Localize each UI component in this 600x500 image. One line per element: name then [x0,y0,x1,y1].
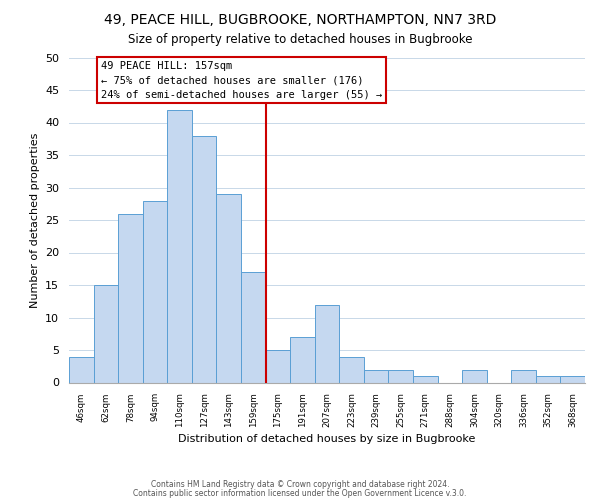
Bar [388,370,413,382]
Bar [69,356,94,382]
Y-axis label: Number of detached properties: Number of detached properties [29,132,40,308]
Bar [167,110,192,382]
Text: Contains public sector information licensed under the Open Government Licence v.: Contains public sector information licen… [133,488,467,498]
Bar [192,136,217,382]
Bar [217,194,241,382]
Bar [462,370,487,382]
Text: Size of property relative to detached houses in Bugbrooke: Size of property relative to detached ho… [128,32,472,46]
Bar [560,376,585,382]
Bar [511,370,536,382]
Text: 49, PEACE HILL, BUGBROOKE, NORTHAMPTON, NN7 3RD: 49, PEACE HILL, BUGBROOKE, NORTHAMPTON, … [104,12,496,26]
Bar [290,337,315,382]
Text: 49 PEACE HILL: 157sqm
← 75% of detached houses are smaller (176)
24% of semi-det: 49 PEACE HILL: 157sqm ← 75% of detached … [101,60,382,100]
Bar [364,370,388,382]
Bar [413,376,437,382]
Text: Contains HM Land Registry data © Crown copyright and database right 2024.: Contains HM Land Registry data © Crown c… [151,480,449,489]
Bar [241,272,266,382]
Bar [266,350,290,382]
Bar [118,214,143,382]
X-axis label: Distribution of detached houses by size in Bugbrooke: Distribution of detached houses by size … [178,434,476,444]
Bar [94,285,118,382]
Bar [536,376,560,382]
Bar [143,200,167,382]
Bar [315,304,339,382]
Bar [339,356,364,382]
